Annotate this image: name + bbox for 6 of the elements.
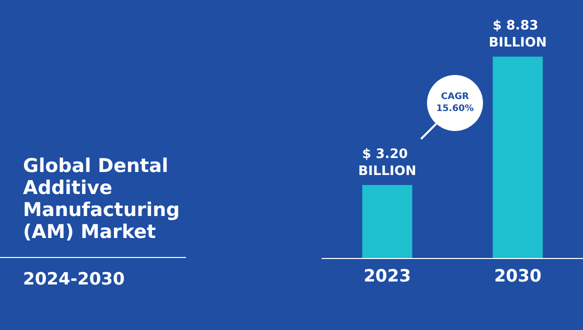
text: Global Dental Additive Manufacturing (AM) Market: [23, 155, 186, 243]
text: 2024-2030: [23, 270, 125, 290]
data-label: $ 8.83 BILLION: [488, 18, 547, 51]
x-tick-label: 2030: [494, 266, 542, 286]
data-label: $ 3.20 BILLION: [358, 147, 416, 180]
x-tick-label: 2023: [364, 266, 411, 286]
